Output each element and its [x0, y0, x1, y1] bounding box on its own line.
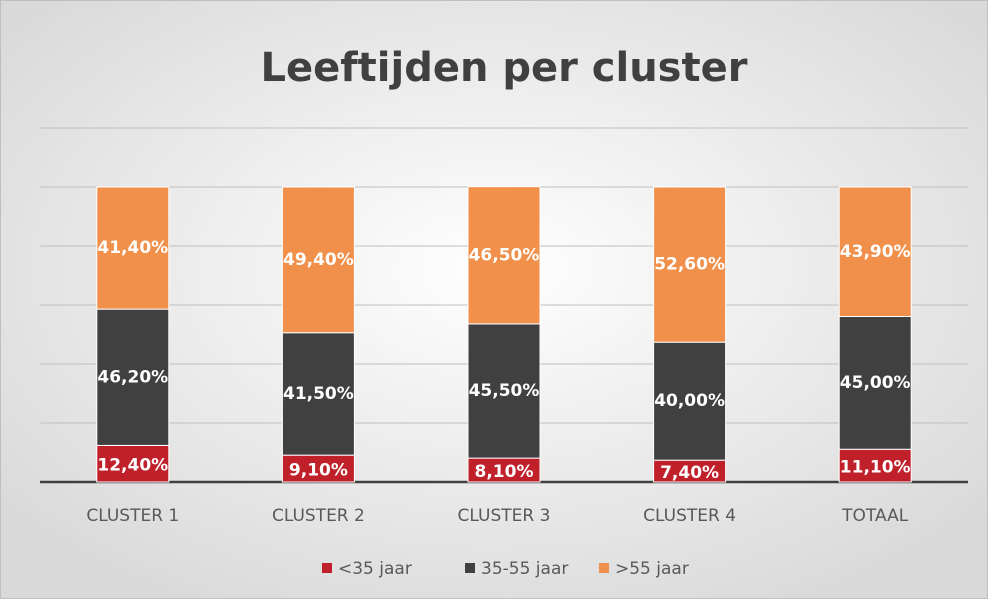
bar-segment [838, 448, 912, 483]
value-label: 9,10% [289, 461, 348, 481]
x-tick-label: CLUSTER 3 [458, 506, 551, 526]
bar-segment [653, 341, 727, 461]
value-label: 11,10% [840, 458, 911, 478]
value-label: 45,50% [469, 381, 540, 401]
x-tick-label: CLUSTER 1 [86, 506, 179, 526]
value-label: 40,00% [654, 391, 725, 411]
legend-label: <35 jaar [338, 559, 412, 579]
bar-segment [838, 186, 912, 318]
value-label: 52,60% [654, 255, 725, 275]
value-label: 12,40% [97, 456, 168, 476]
value-label: 8,10% [475, 462, 534, 482]
value-label: 43,90% [840, 242, 911, 262]
chart-title: Leeftijden per cluster [261, 45, 748, 91]
bar-segment [653, 186, 727, 343]
legend-swatch [322, 563, 332, 573]
legend-label: 35-55 jaar [481, 559, 568, 579]
value-label: 45,00% [840, 373, 911, 393]
value-label: 46,50% [469, 245, 540, 265]
value-label: 7,40% [660, 463, 719, 483]
value-label: 41,50% [283, 384, 354, 404]
bar-segment [281, 186, 355, 334]
bar-segment [281, 454, 355, 483]
legend-label: >55 jaar [615, 559, 689, 579]
value-label: 41,40% [97, 238, 168, 258]
bar-segment [467, 186, 541, 325]
bar-segment [96, 444, 170, 483]
bar-segment [96, 308, 170, 446]
bar-segment [838, 316, 912, 450]
legend-swatch [599, 563, 609, 573]
x-tick-label: TOTAAL [841, 506, 909, 526]
x-tick-label: CLUSTER 2 [272, 506, 365, 526]
value-label: 46,20% [97, 367, 168, 387]
legend-swatch [465, 563, 475, 573]
bar-segment [281, 332, 355, 456]
x-tick-label: CLUSTER 4 [643, 506, 736, 526]
bar-segment [467, 323, 541, 459]
bar-segment [96, 186, 170, 310]
value-label: 49,40% [283, 250, 354, 270]
